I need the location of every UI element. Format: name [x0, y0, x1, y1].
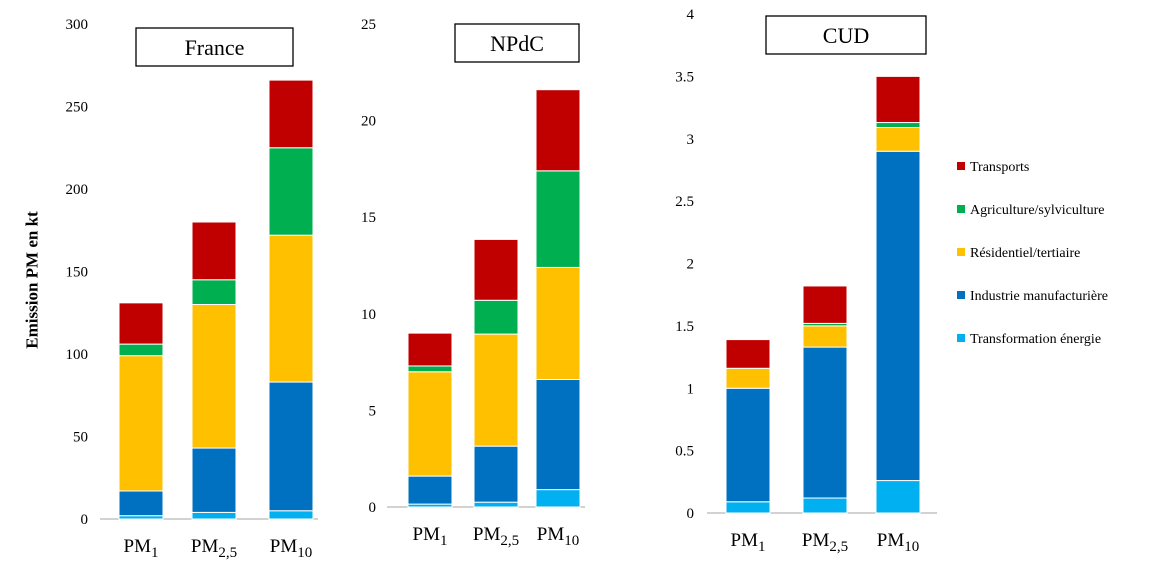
bar-segment [802, 285, 848, 324]
bar-segment [875, 75, 921, 124]
y-tick-label: 250 [66, 100, 89, 116]
chart-panel-1: 0 5 10 15 20 25 PM1 PM2,5 PM10 NPdC [361, 17, 585, 549]
bar-segment [473, 445, 519, 503]
x-tick-label: PM1 [413, 524, 448, 549]
bar-segment [725, 387, 771, 503]
y-tick-label: 1 [687, 381, 695, 397]
y-tick-label: 0.5 [675, 444, 694, 460]
bar-segment [407, 475, 453, 505]
y-axis-label: Emission PM en kt [23, 211, 42, 349]
bar-segment [407, 332, 453, 367]
legend: Transports Agriculture/sylviculture Réside… [957, 160, 1108, 347]
y-tick-label: 2.5 [675, 194, 694, 210]
bar-segment [725, 339, 771, 369]
x-tick-label: PM10 [270, 536, 312, 560]
bar-segment [875, 480, 921, 514]
x-tick-label: PM2,5 [191, 536, 237, 560]
chart-panel-2: 0 0.5 1 1.5 2 2.5 3 3.5 4 PM1 PM2,5 PM10 CUD [675, 7, 937, 555]
bar-segment [191, 304, 237, 449]
bar-segment [268, 510, 314, 520]
bar-segment [191, 221, 237, 281]
legend-label: Industrie manufacturière [970, 289, 1108, 304]
chart-title-box [454, 23, 580, 63]
bar-segment [473, 501, 519, 508]
bar-segment [535, 89, 581, 172]
y-axis-label-wrap: Emission PM en kt [18, 0, 48, 560]
y-tick-label: 0 [81, 512, 89, 528]
y-tick-label: 200 [66, 182, 89, 198]
bar-segment [875, 127, 921, 152]
x-tick-label: PM2,5 [802, 530, 848, 555]
y-tick-label: 5 [369, 403, 377, 419]
legend-swatch [957, 334, 965, 342]
x-tick-label: PM10 [537, 524, 579, 549]
chart-title: NPdC [490, 31, 544, 56]
legend-label: Transformation énergie [970, 332, 1101, 347]
chart-panel-0: 0 50 100 150 200 250 300 PM1 PM2,5 PM10 France [66, 17, 318, 561]
bar-segment [725, 501, 771, 514]
bar-segment [535, 266, 581, 380]
bar-segment [118, 355, 164, 492]
bar-segment [268, 147, 314, 236]
x-tick-label: PM1 [731, 530, 766, 555]
x-tick-label: PM10 [877, 530, 919, 555]
chart-title: France [185, 35, 245, 60]
bar-segment [407, 365, 453, 373]
y-tick-label: 10 [361, 307, 376, 323]
y-tick-label: 50 [73, 430, 88, 446]
y-tick-label: 2 [687, 257, 695, 273]
y-tick-label: 0 [687, 506, 695, 522]
y-tick-label: 150 [66, 265, 89, 281]
bar-segment [191, 447, 237, 513]
y-tick-label: 15 [361, 210, 376, 226]
y-tick-label: 300 [66, 17, 89, 33]
legend-label: Résidentiel/tertiaire [970, 246, 1080, 261]
chart-title-box [135, 27, 294, 67]
y-tick-label: 20 [361, 114, 376, 130]
legend-label: Transports [970, 160, 1029, 175]
bar-segment [407, 371, 453, 477]
y-tick-label: 3 [687, 132, 695, 148]
bar-segment [473, 238, 519, 301]
bar-segment [268, 381, 314, 512]
y-tick-label: 100 [66, 347, 89, 363]
legend-swatch [957, 162, 965, 170]
legend-swatch [957, 291, 965, 299]
bar-segment [875, 150, 921, 482]
x-tick-label: PM2,5 [473, 524, 519, 549]
y-tick-label: 4 [687, 7, 695, 23]
bar-segment [191, 279, 237, 305]
bar-segment [725, 367, 771, 389]
bar-segment [191, 511, 237, 520]
y-tick-label: 0 [369, 500, 377, 516]
legend-swatch [957, 248, 965, 256]
chart-title: CUD [823, 23, 869, 48]
bar-segment [473, 333, 519, 447]
bar-segment [802, 346, 848, 499]
bar-segment [875, 122, 921, 129]
bar-segment [118, 302, 164, 345]
y-tick-label: 1.5 [675, 319, 694, 335]
y-tick-label: 3.5 [675, 69, 694, 85]
x-tick-label: PM1 [124, 536, 159, 560]
legend-swatch [957, 205, 965, 213]
bar-segment [802, 497, 848, 514]
bar-segment [802, 325, 848, 348]
bar-segment [268, 234, 314, 383]
legend-label: Agriculture/sylviculture [970, 203, 1105, 218]
bar-segment [535, 378, 581, 491]
bar-segment [473, 299, 519, 335]
bar-segment [535, 489, 581, 508]
y-tick-label: 25 [361, 17, 376, 33]
bar-segment [118, 343, 164, 357]
bar-segment [268, 79, 314, 149]
bar-segment [535, 170, 581, 268]
chart-title-box [765, 15, 927, 55]
bar-segment [118, 490, 164, 517]
